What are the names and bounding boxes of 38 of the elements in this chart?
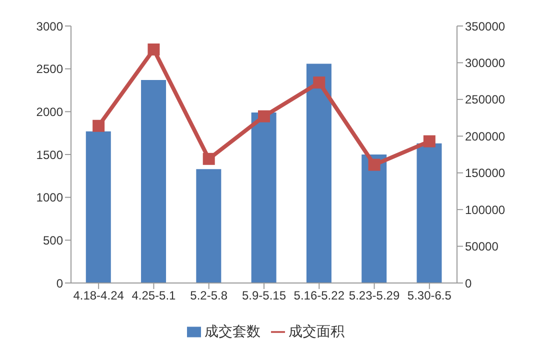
bar [141,80,166,283]
x-tick-label: 5.30-6.5 [407,288,452,303]
point [313,76,326,89]
legend-label: 成交面积 [288,323,344,339]
x-tick-label: 4.18-4.24 [73,288,124,303]
bar [251,112,276,283]
x-tick-label: 5.23-5.29 [348,288,400,303]
y2-tick-label: 250000 [465,92,506,107]
y-tick-label: 1500 [36,148,64,162]
y2-tick-label: 200000 [465,129,506,144]
point [202,152,215,165]
point [148,43,160,56]
bar [362,154,387,283]
y-tick-label: 3000 [36,19,64,34]
bar [86,131,111,283]
y-tick-label: 0 [56,276,64,290]
y2-tick-label: 300000 [465,56,506,70]
y2-tick-label: 0 [465,276,472,290]
x-tick-label: 4.25-5.1 [132,288,176,303]
point [423,135,436,148]
x-tick-label: 5.16-5.22 [294,288,345,303]
bar [196,169,222,283]
y2-tick-label: 50000 [465,240,499,254]
y-tick-label: 500 [42,233,64,248]
y-tick-label: 2500 [36,62,64,76]
y-tick-label: 2000 [36,104,64,119]
bar [416,143,442,283]
y2-tick-label: 150000 [465,166,506,180]
bar [306,64,332,283]
point [258,110,270,122]
point [92,120,105,132]
y-tick-label: 1000 [36,190,64,205]
y2-tick-label: 100000 [465,202,506,217]
x-tick-label: 5.2-5.8 [190,288,228,303]
legend-label: 成交套数 [204,323,260,339]
x-tick-label: 5.9-5.15 [242,288,286,303]
y2-tick-label: 350000 [465,19,506,34]
point [368,158,380,171]
